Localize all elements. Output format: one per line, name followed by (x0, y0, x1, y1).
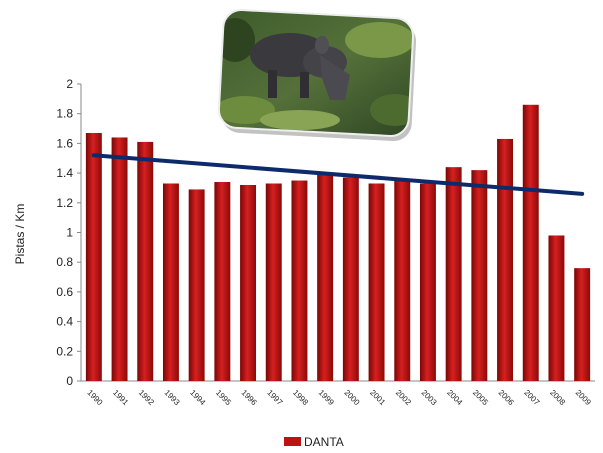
bar-series-danta (85, 104, 591, 381)
y-axis-ticks: 0 0.2 0.4 0.6 0.8 1 1.2 1.4 1.6 1.8 2 (56, 77, 81, 388)
x-tick-label: 2001 (368, 388, 387, 407)
bar-1994 (188, 189, 205, 381)
bar-2008 (548, 235, 565, 381)
x-tick-label: 2008 (548, 388, 567, 407)
bar-1998 (291, 180, 308, 381)
bar-1991 (111, 137, 128, 381)
bar-2006 (497, 138, 514, 381)
x-tick-label: 2007 (522, 388, 541, 407)
x-tick-label: 1993 (163, 388, 182, 407)
bar-2005 (471, 170, 488, 381)
x-tick-label: 1992 (137, 388, 156, 407)
y-tick-label: 1.4 (56, 166, 73, 180)
y-tick-label: 2 (66, 77, 73, 91)
y-tick-label: 1.6 (56, 136, 73, 150)
bar-2007 (522, 104, 539, 381)
bar-1995 (214, 182, 231, 381)
x-tick-label: 1996 (240, 388, 259, 407)
x-tick-label: 1994 (188, 388, 207, 407)
bar-1993 (162, 183, 179, 381)
y-tick-label: 1 (66, 226, 73, 240)
y-tick-label: 0.4 (56, 315, 73, 329)
bar-2009 (574, 268, 591, 381)
bar-1990 (85, 133, 102, 381)
x-tick-label: 2005 (471, 388, 490, 407)
x-tick-label: 2000 (342, 388, 361, 407)
x-tick-label: 2006 (497, 388, 516, 407)
tapir-photo (217, 9, 417, 141)
bar-1996 (240, 184, 257, 381)
bar-2002 (394, 180, 411, 381)
bar-1992 (137, 141, 154, 381)
bar-1997 (265, 183, 282, 381)
bar-2001 (368, 183, 385, 381)
bar-2000 (342, 177, 359, 381)
x-tick-label: 2009 (574, 388, 593, 407)
y-tick-label: 0 (66, 374, 73, 388)
x-tick-label: 1997 (265, 388, 284, 407)
y-axis-label: Pistas / Km (13, 204, 27, 265)
x-tick-label: 2003 (420, 388, 439, 407)
x-tick-label: 1990 (85, 388, 104, 407)
x-tick-label: 1998 (291, 388, 310, 407)
y-tick-label: 0.8 (56, 255, 73, 269)
bar-2004 (445, 167, 462, 381)
legend-swatch-danta (284, 437, 301, 446)
y-tick-label: 0.6 (56, 285, 73, 299)
x-tick-label: 1991 (111, 388, 130, 407)
y-tick-label: 1.2 (56, 196, 73, 210)
y-tick-label: 1.8 (56, 107, 73, 121)
bar-1999 (317, 174, 334, 381)
y-tick-label: 0.2 (56, 344, 73, 358)
legend: DANTA (284, 435, 344, 449)
trendline (91, 153, 585, 196)
x-tick-label: 2004 (445, 388, 464, 407)
x-axis-ticks: 1990 1991 1992 1993 1994 1995 1996 1997 1998 1999… (85, 388, 593, 407)
bar-2003 (419, 183, 436, 381)
x-tick-label: 1995 (214, 388, 233, 407)
x-tick-label: 1999 (317, 388, 336, 407)
x-tick-label: 2002 (394, 388, 413, 407)
legend-label-danta: DANTA (304, 435, 344, 449)
